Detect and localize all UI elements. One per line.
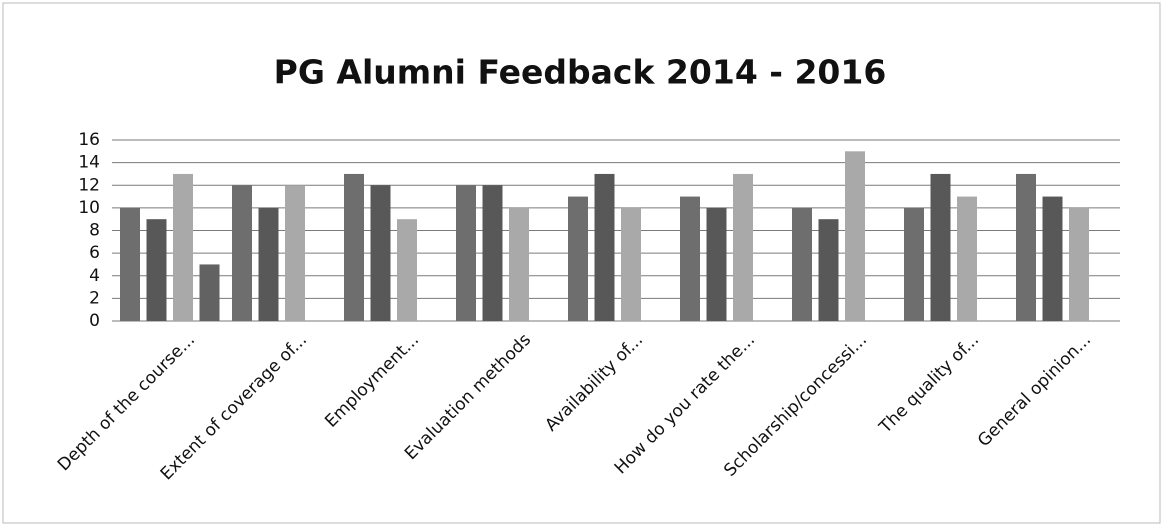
y-tick-label: 14 — [78, 153, 100, 173]
y-tick-label: 10 — [78, 198, 100, 218]
bar — [957, 196, 977, 321]
y-tick-label: 8 — [89, 221, 100, 241]
y-tick-label: 16 — [78, 130, 100, 150]
bar — [509, 207, 529, 321]
bar — [1069, 207, 1089, 321]
bar — [621, 207, 641, 321]
bar — [594, 173, 615, 321]
y-tick-label: 2 — [89, 288, 100, 308]
bar — [258, 207, 279, 321]
bar — [397, 219, 417, 321]
bar — [818, 219, 839, 321]
y-tick-label: 0 — [89, 311, 100, 331]
bar — [904, 207, 924, 321]
bar — [680, 196, 700, 321]
bar — [456, 185, 476, 321]
bar — [792, 207, 812, 321]
bar — [199, 264, 220, 321]
bar — [120, 207, 140, 321]
bar — [1042, 196, 1063, 321]
bar — [344, 173, 364, 321]
y-tick-label: 4 — [89, 266, 100, 286]
bar — [173, 173, 193, 321]
chart-title: PG Alumni Feedback 2014 - 2016 — [274, 53, 887, 92]
bar — [733, 173, 753, 321]
bar — [930, 173, 951, 321]
bar — [568, 196, 588, 321]
bar — [845, 151, 865, 321]
y-tick-label: 6 — [89, 243, 100, 263]
bar — [706, 207, 727, 321]
bar — [370, 185, 391, 321]
bar — [285, 185, 305, 321]
bar — [1016, 173, 1036, 321]
y-tick-label: 12 — [78, 175, 100, 195]
bar — [146, 219, 167, 321]
bar — [482, 185, 503, 321]
bar — [232, 185, 252, 321]
